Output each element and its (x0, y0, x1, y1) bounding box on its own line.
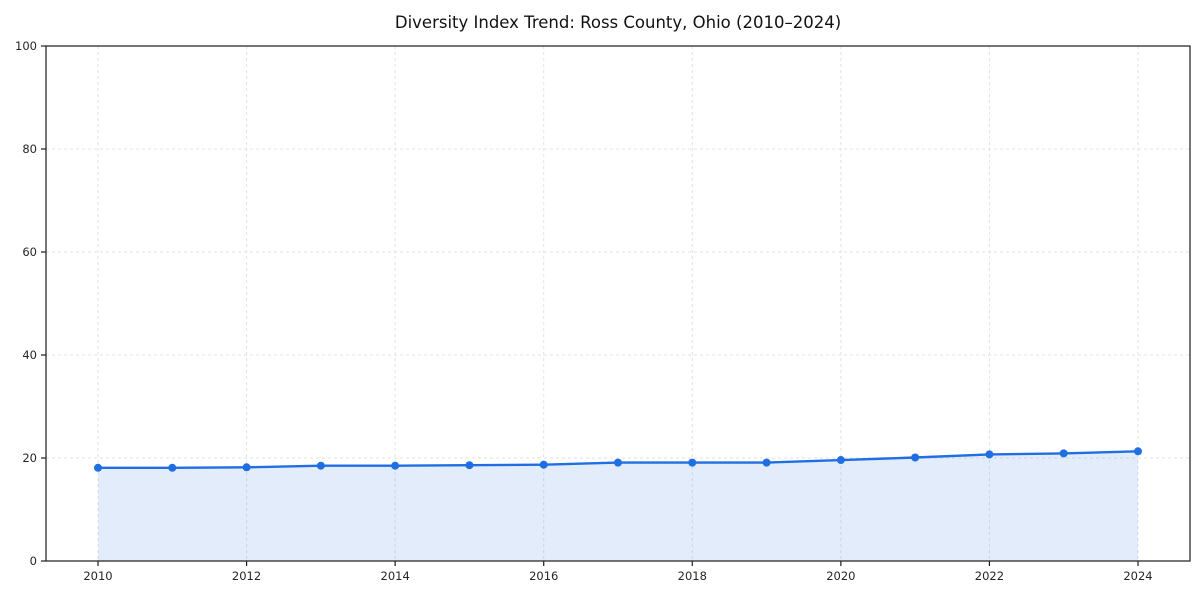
data-point-layer (94, 447, 1142, 472)
data-point (836, 456, 845, 465)
data-point (94, 463, 102, 472)
x-tick-label: 2022 (975, 569, 1004, 583)
x-tick-label: 2018 (678, 569, 707, 583)
x-tick-label: 2012 (232, 569, 261, 583)
data-point (539, 460, 548, 469)
plot-border (45, 45, 1191, 562)
x-tick-label: 2010 (83, 569, 112, 583)
x-tick-label: 2020 (826, 569, 855, 583)
data-point (985, 450, 994, 459)
y-tick-label: 100 (15, 39, 37, 53)
data-point (316, 461, 325, 470)
data-point (614, 458, 622, 467)
data-point (242, 463, 251, 472)
x-tick-label: 2014 (381, 569, 410, 583)
y-tick-label: 80 (22, 142, 37, 156)
data-point (168, 463, 177, 472)
grid-layer (46, 45, 1190, 561)
x-tick-label: 2016 (529, 569, 558, 583)
data-point (911, 453, 920, 462)
chart-title: Diversity Index Trend: Ross County, Ohio… (395, 13, 841, 32)
y-tick-label: 40 (22, 348, 37, 362)
data-point (762, 458, 771, 467)
tick-label-layer: 0 20 40 60 80 100 2010 2012 2014 2016 2018 2020 2022… (15, 39, 1153, 583)
x-tick-label: 2024 (1123, 569, 1152, 583)
axis-tick-layer (41, 45, 1139, 566)
y-tick-label: 60 (22, 245, 37, 259)
data-point (465, 461, 474, 470)
area-fill-layer (98, 451, 1138, 561)
y-tick-label: 20 (22, 451, 37, 465)
data-point (1134, 447, 1142, 456)
area-fill (98, 451, 1138, 561)
y-tick-label: 0 (30, 554, 37, 568)
data-point (1059, 449, 1068, 458)
data-point (688, 458, 697, 467)
data-point (391, 461, 400, 470)
